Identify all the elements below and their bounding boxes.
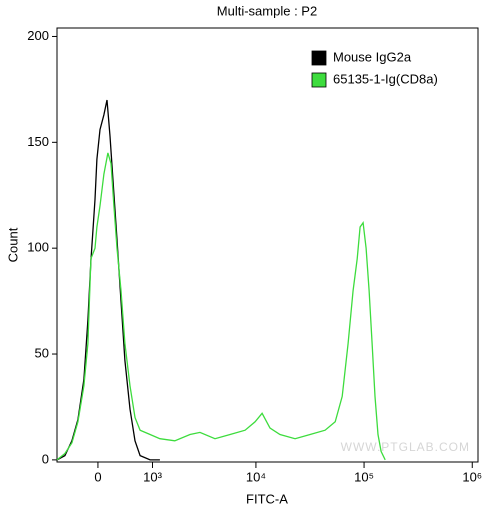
y-tick-label: 100 [27,240,49,255]
x-tick-label: 10⁶ [462,469,482,484]
chart-title: Multi-sample : P2 [217,3,317,18]
plot-frame [56,27,479,463]
watermark: WWW.PTGLAB.COM [341,440,470,454]
x-tick-label: 0 [94,469,101,484]
histogram-line [56,152,386,461]
legend-label: 65135-1-Ig(CD8a) [333,71,438,86]
x-tick-label: 10⁴ [246,469,266,484]
x-tick-label: 10⁵ [354,469,374,484]
y-tick-label: 50 [35,345,49,360]
legend-swatch [311,50,327,66]
y-axis-label: Count [5,227,20,262]
x-tick-label: 10³ [143,469,162,484]
y-tick-label: 200 [27,28,49,43]
legend-swatch [311,72,327,88]
y-tick-label: 150 [27,134,49,149]
y-tick-label: 0 [42,451,49,466]
x-axis-label: FITC-A [246,491,288,506]
legend-label: Mouse IgG2a [333,49,412,64]
histogram-line [56,99,160,461]
